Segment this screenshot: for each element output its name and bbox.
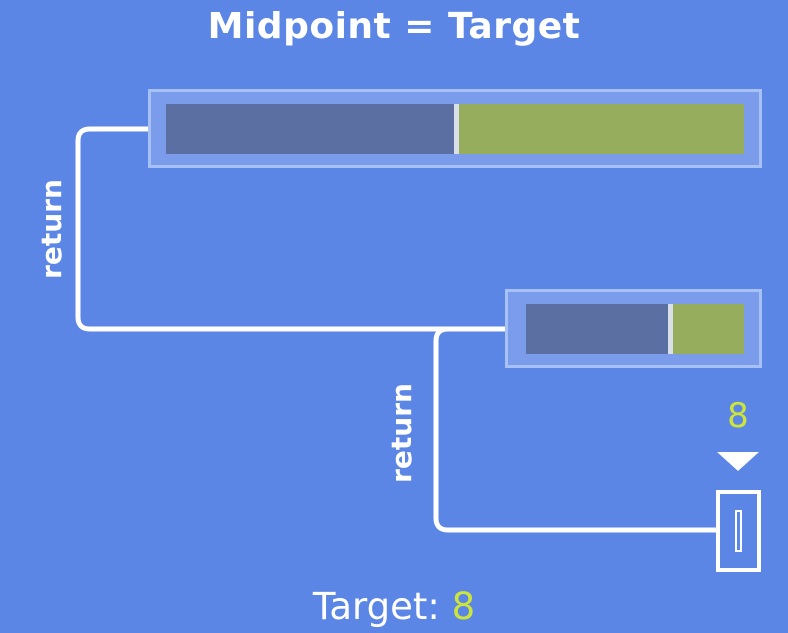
target-value-label: 8 [727,396,749,436]
pointer-triangle-icon [717,452,759,471]
sub-array-right-part [673,304,744,354]
return-label-lower: return [385,383,418,483]
target-element-bar [735,510,742,552]
array-left-half [166,104,454,154]
target-element-cell [716,490,761,572]
return-path-lower [433,326,716,533]
target-footer-value: 8 [451,585,476,628]
diagram-title: Midpoint = Target [207,6,581,47]
sub-midpoint-marker [668,304,673,354]
sub-array-bar [526,304,744,354]
array-right-half [459,104,744,154]
full-array-bar [166,104,744,154]
midpoint-marker [454,104,459,154]
return-path-upper [75,126,505,332]
return-label-upper: return [35,179,68,279]
sub-array-left-part [526,304,668,354]
sub-array-frame [505,289,762,368]
target-footer-label: Target: [312,585,440,628]
target-footer: Target: 8 [0,585,788,628]
full-array-frame [148,89,762,168]
